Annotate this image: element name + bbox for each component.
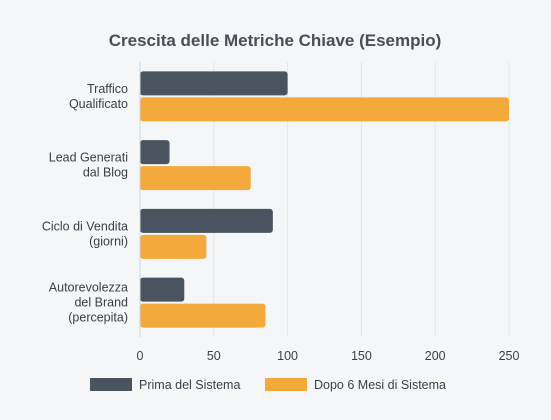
legend: Prima del Sistema Dopo 6 Mesi di Sistema — [90, 378, 446, 392]
category-label-0-line-1: Qualificato — [69, 97, 128, 111]
legend-swatch-1 — [265, 378, 307, 391]
bar-dopo-0 — [140, 97, 509, 122]
category-label-3-line-1: del Brand — [74, 296, 128, 310]
x-tick-label-200: 200 — [425, 349, 446, 363]
legend-label-0: Prima del Sistema — [139, 378, 240, 392]
bar-prima-2 — [140, 208, 273, 233]
chart-title: Crescita delle Metriche Chiave (Esempio) — [109, 31, 442, 50]
category-label-2-line-1: (giorni) — [89, 234, 128, 248]
x-tick-label-150: 150 — [351, 349, 372, 363]
category-label-0-line-0: Traffico — [87, 82, 128, 96]
bar-prima-1 — [140, 140, 170, 165]
bar-dopo-1 — [140, 166, 251, 191]
bar-dopo-3 — [140, 303, 266, 328]
category-label-1-line-0: Lead Generati — [49, 151, 128, 165]
bar-prima-0 — [140, 71, 288, 96]
legend-label-1: Dopo 6 Mesi di Sistema — [314, 378, 446, 392]
bar-prima-3 — [140, 277, 185, 302]
category-label-3-line-2: (percepita) — [68, 311, 128, 325]
x-tick-label-0: 0 — [137, 349, 144, 363]
x-tick-label-250: 250 — [499, 349, 520, 363]
legend-swatch-0 — [90, 378, 132, 391]
x-tick-label-50: 50 — [207, 349, 221, 363]
category-label-3-line-0: Autorevolezza — [49, 281, 128, 295]
x-tick-label-100: 100 — [277, 349, 298, 363]
category-label-2-line-0: Ciclo di Vendita — [42, 219, 128, 233]
bar-dopo-2 — [140, 234, 207, 259]
bars — [140, 71, 509, 328]
x-tick-labels: 0 50 100 150 200 250 — [137, 349, 520, 363]
category-label-1-line-1: dal Blog — [83, 166, 128, 180]
